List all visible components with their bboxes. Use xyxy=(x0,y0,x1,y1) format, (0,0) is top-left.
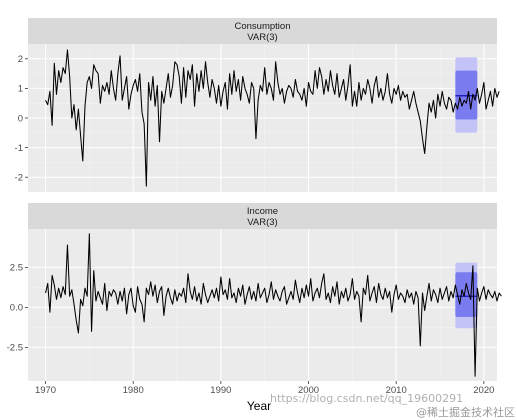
y-tick-label: -1 xyxy=(15,143,23,154)
y-tick-label: -2 xyxy=(15,173,23,184)
y-tick-label: 1 xyxy=(18,84,23,95)
y-tick-label: 2 xyxy=(18,54,23,65)
panel-background xyxy=(28,229,497,381)
x-tick-label: 1980 xyxy=(123,385,144,396)
x-tick-label: 1970 xyxy=(35,385,56,396)
y-tick-label: 2.5 xyxy=(10,263,23,274)
x-axis: 1970 1980 1990 2000 2010 2020 xyxy=(35,381,494,396)
strip-title: Consumption xyxy=(235,21,291,32)
y-tick-label: 0 xyxy=(18,113,23,124)
strip-subtitle: VAR(3) xyxy=(247,32,277,43)
x-tick-label: 2000 xyxy=(298,385,319,396)
x-tick-label: 2010 xyxy=(386,385,407,396)
strip-background xyxy=(28,18,497,44)
panels-layer: ConsumptionVAR(3)210-1-2IncomeVAR(3)2.50… xyxy=(7,18,502,381)
watermark-brand: @稀土掘金技术社区 xyxy=(416,406,515,419)
y-tick-label: -2.5 xyxy=(7,343,23,354)
series-line xyxy=(45,233,502,377)
x-axis-title: Year xyxy=(247,399,271,413)
y-tick-label: 0.0 xyxy=(10,303,23,314)
strip-title: Income xyxy=(247,206,278,217)
forecast-interval-80 xyxy=(455,70,478,120)
x-tick-label: 1990 xyxy=(210,385,231,396)
strip-background xyxy=(28,203,497,229)
strip-subtitle: VAR(3) xyxy=(247,217,277,228)
x-tick-label: 2020 xyxy=(473,385,494,396)
series-line xyxy=(45,49,500,187)
watermark-url: https://blog.csdn.net/qq_19600291 xyxy=(270,392,464,405)
